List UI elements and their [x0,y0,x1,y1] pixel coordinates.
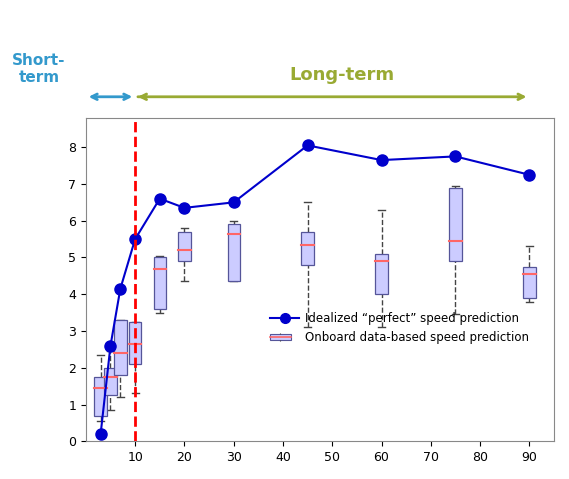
Bar [104,368,117,395]
Bar [94,377,107,416]
Bar [302,232,314,265]
Bar [523,267,535,298]
Bar [154,258,166,309]
Text: Short-
term: Short- term [13,53,66,85]
Bar [450,188,461,261]
Bar [114,320,126,375]
Legend: Idealized “perfect” speed prediction, Onboard data-based speed prediction: Idealized “perfect” speed prediction, On… [265,308,534,349]
Bar [129,322,141,364]
Bar [376,254,387,294]
Bar [178,232,191,261]
Text: Long-term: Long-term [289,66,394,84]
Bar [228,224,240,281]
